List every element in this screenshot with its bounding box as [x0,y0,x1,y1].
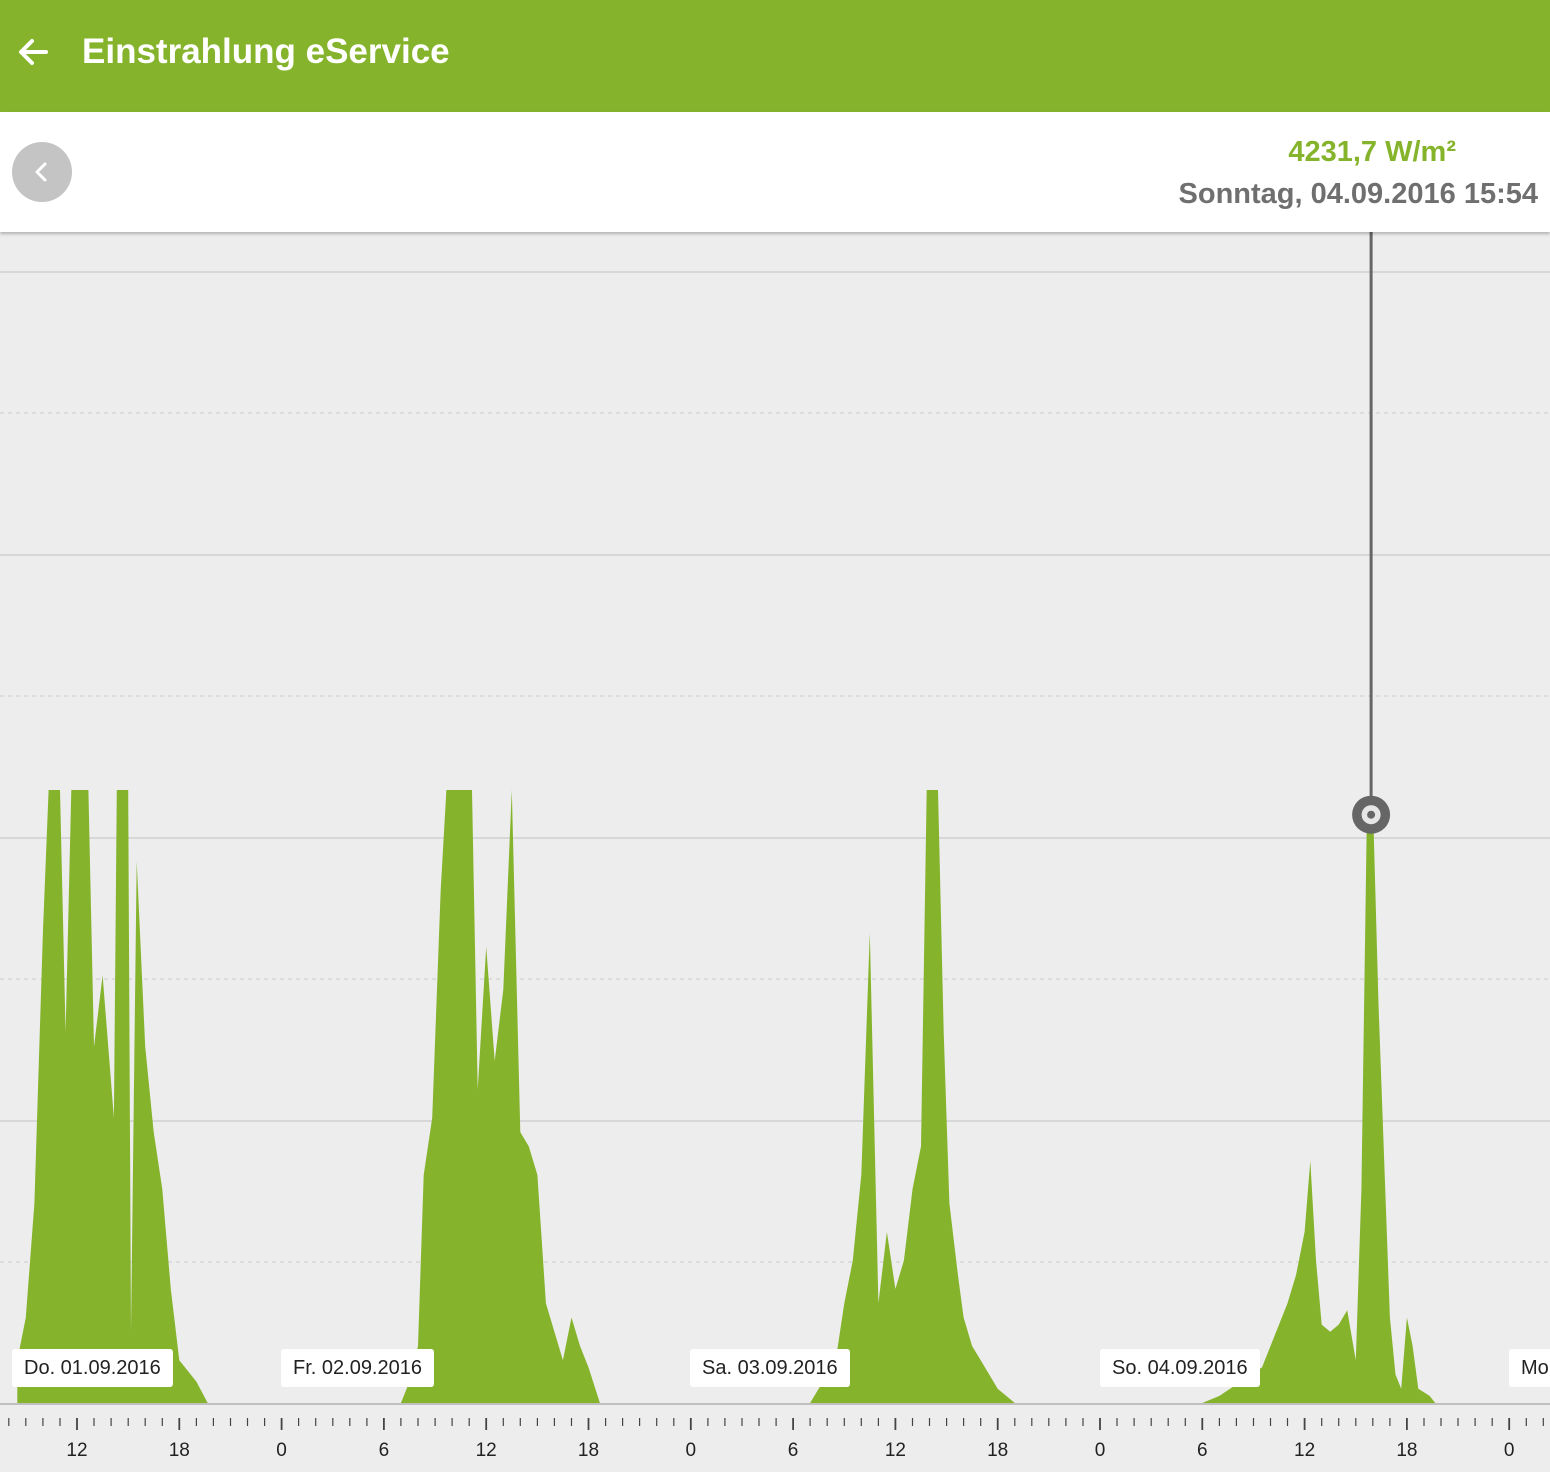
x-tick-label: 0 [276,1440,287,1461]
x-tick-label: 6 [1197,1440,1208,1461]
x-axis [0,1403,1550,1430]
x-tick-label: 0 [1094,1440,1106,1461]
selected-value: 4231,7 W/m² [1288,136,1456,168]
x-tick-label: 18 [1396,1440,1418,1461]
cursor-handle-dot [1367,810,1376,819]
x-tick-label: 12 [475,1440,497,1461]
day-label: Fr. 02.09.2016 [281,1349,434,1387]
x-tick-label: 12 [1294,1440,1316,1461]
selection-cursor[interactable] [1352,232,1391,834]
chevron-left-icon [35,162,47,182]
arrow-left-icon[interactable] [14,30,54,74]
previous-period-button[interactable] [12,142,72,202]
chart-grid [0,271,1550,1263]
selected-datetime: Sonntag, 04.09.2016 15:54 [1178,178,1538,210]
x-tick-label: 6 [787,1440,799,1461]
day-label: Do. 01.09.2016 [12,1349,173,1387]
app-bar: Einstrahlung eService [0,0,1550,112]
x-tick-label: 18 [987,1440,1009,1461]
day-label: Sa. 03.09.2016 [690,1349,850,1387]
irradiance-chart[interactable] [0,232,1550,1472]
x-tick-label: 18 [168,1440,190,1461]
x-tick-label: 6 [378,1440,390,1461]
x-tick-label: 18 [577,1440,600,1461]
day-label: So. 04.09.2016 [1100,1349,1260,1387]
x-tick-label: 0 [685,1440,697,1461]
x-tick-label: 12 [66,1440,88,1461]
x-tick-label: 12 [884,1440,906,1461]
info-bar: 4231,7 W/m² Sonntag, 04.09.2016 15:54 [0,112,1550,232]
x-tick-label: 0 [1503,1440,1515,1461]
irradiance-area-series [17,790,1493,1403]
page-title: Einstrahlung eService [82,32,450,71]
day-label: Mo [1509,1349,1550,1387]
